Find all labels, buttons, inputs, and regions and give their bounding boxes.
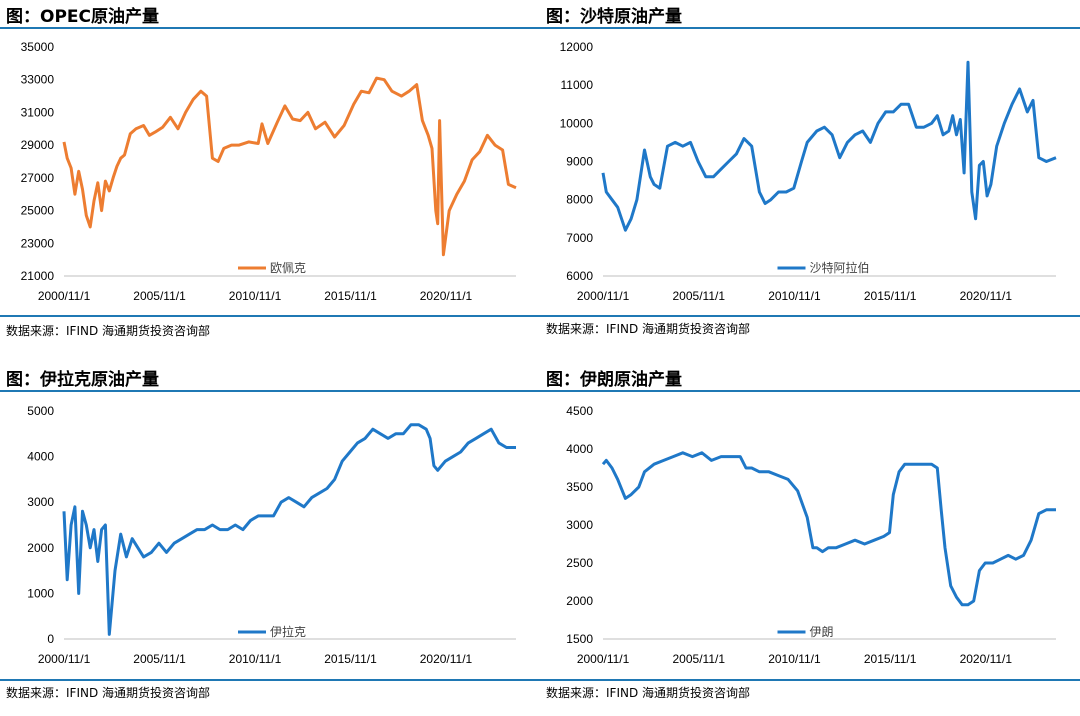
x-tick-label: 2005/11/1 [133,652,186,666]
y-tick-label: 11000 [561,78,594,92]
iran-chart: 1500 2000 2500 3000 3500 4000 4500 2000/11/1 200… [566,404,1056,666]
y-tick-label: 3500 [566,480,593,494]
data-source: 数据来源：IFIND 海通期货投资咨询部 [546,686,751,700]
x-tick-label: 2000/11/1 [577,652,630,666]
title-divider [0,390,540,392]
legend-label: 欧佩克 [270,261,306,275]
y-tick-label: 29000 [21,138,55,152]
page-title: 图：OPEC原油产量 [6,7,159,27]
y-tick-label: 12000 [560,40,594,54]
x-tick-label: 2005/11/1 [673,289,726,303]
x-tick-label: 2020/11/1 [960,289,1013,303]
page-title: 图：伊朗原油产量 [546,370,682,390]
iraq-chart: 0 1000 2000 3000 4000 5000 2000/11/1 2005/11/1 2… [27,404,516,666]
legend-label: 沙特阿拉伯 [810,260,870,275]
source-divider [0,315,540,317]
saudi-chart: 6000 7000 8000 9000 10000 11000 12000 2000/11/1… [560,40,1057,303]
y-tick-label: 0 [47,632,54,646]
page-title: 图：伊拉克原油产量 [6,370,159,390]
x-tick-label: 2015/11/1 [864,652,917,666]
y-tick-label: 33000 [21,73,55,87]
y-tick-label: 4500 [566,404,593,418]
y-tick-label: 23000 [21,236,55,250]
x-tick-label: 2005/11/1 [673,652,726,666]
title-divider [540,27,1080,29]
y-tick-label: 8000 [566,193,593,207]
page-title: 图：沙特原油产量 [546,7,682,27]
x-tick-label: 2015/11/1 [324,289,377,303]
x-tick-label: 2005/11/1 [133,289,186,303]
panel-iran: 图：伊朗原油产量 1500 2000 2500 3000 3500 4000 4500 200… [540,363,1080,716]
x-tick-label: 2010/11/1 [768,652,821,666]
series-line [62,76,517,257]
source-divider [0,679,540,681]
x-tick-label: 2020/11/1 [420,652,473,666]
panel-opec: 图：OPEC原油产量 21000 23000 25000 27000 29000 3100… [0,0,540,353]
y-tick-label: 6000 [566,269,593,283]
series-line [601,60,1057,232]
y-tick-label: 5000 [27,404,54,418]
y-tick-label: 2000 [27,541,54,555]
y-tick-label: 1500 [566,632,593,646]
series-line [62,423,516,636]
title-divider [540,390,1080,392]
y-tick-label: 4000 [566,442,593,456]
y-tick-label: 25000 [21,204,55,218]
x-tick-label: 2015/11/1 [864,289,917,303]
source-divider [540,679,1080,681]
y-tick-label: 1000 [27,586,54,600]
y-tick-label: 27000 [21,171,55,185]
y-tick-label: 7000 [566,231,593,245]
y-tick-label: 35000 [21,40,55,54]
y-tick-label: 3000 [27,495,54,509]
y-tick-label: 9000 [566,155,593,169]
y-tick-label: 2500 [566,556,593,570]
x-tick-label: 2010/11/1 [229,652,282,666]
y-tick-label: 3000 [566,518,593,532]
y-tick-label: 2000 [566,594,593,608]
y-tick-label: 31000 [21,105,55,119]
data-source: 数据来源：IFIND 海通期货投资咨询部 [6,324,211,338]
y-tick-label: 10000 [560,116,594,130]
x-tick-label: 2020/11/1 [960,652,1013,666]
data-source: 数据来源：IFIND 海通期货投资咨询部 [6,686,211,700]
x-tick-label: 2020/11/1 [420,289,473,303]
x-tick-label: 2000/11/1 [38,289,91,303]
x-tick-label: 2010/11/1 [229,289,282,303]
y-tick-label: 4000 [27,450,54,464]
data-source: 数据来源：IFIND 海通期货投资咨询部 [546,322,751,336]
opec-chart: 21000 23000 25000 27000 29000 31000 33000 35000… [21,40,517,303]
x-tick-label: 2010/11/1 [768,289,821,303]
series-line [601,451,1056,607]
legend-label: 伊拉克 [270,624,306,639]
legend-label: 伊朗 [810,625,834,639]
x-tick-label: 2000/11/1 [577,289,630,303]
x-tick-label: 2015/11/1 [324,652,377,666]
y-tick-label: 21000 [21,269,55,283]
panel-saudi: 图：沙特原油产量 6000 7000 8000 9000 10000 11000 12000… [540,0,1080,353]
x-tick-label: 2000/11/1 [38,652,91,666]
panel-iraq: 图：伊拉克原油产量 0 1000 2000 3000 4000 5000 2000/11/1… [0,363,540,716]
title-divider [0,27,540,29]
source-divider [540,315,1080,317]
